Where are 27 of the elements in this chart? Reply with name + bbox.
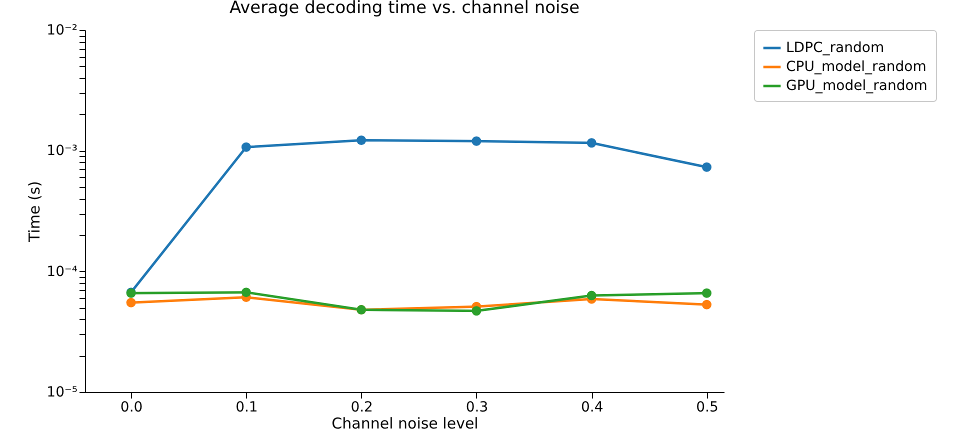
x-tick-label: 0.1 (236, 400, 258, 416)
legend-label: GPU_model_random (786, 78, 928, 94)
point (472, 306, 482, 316)
legend-label: CPU_model_random (786, 59, 926, 75)
point (586, 138, 596, 148)
x-axis-title: Channel noise level (332, 414, 478, 432)
x-tick-label: 0.3 (466, 400, 488, 416)
point (241, 288, 251, 298)
point (241, 142, 251, 152)
y-tick-label: 10⁻² (46, 22, 78, 38)
y-axis-title: Time (s) (26, 181, 44, 243)
point (702, 162, 712, 172)
point (472, 136, 482, 146)
point (702, 300, 712, 310)
point (586, 290, 596, 300)
y-tick-label: 10⁻³ (46, 143, 78, 160)
x-tick-label: 0.0 (120, 400, 143, 416)
point (356, 136, 366, 145)
chart-title: Average decoding time vs. channel noise (229, 0, 580, 18)
legend-label: LDPC_random (786, 40, 884, 56)
y-tick-label: 10⁻⁵ (46, 384, 78, 400)
x-tick-label: 0.2 (350, 400, 373, 416)
point (702, 288, 712, 298)
point (126, 298, 136, 308)
x-tick-label: 0.5 (696, 400, 718, 416)
x-tick-label: 0.4 (580, 400, 604, 416)
y-tick-label: 10⁻⁴ (46, 264, 78, 280)
